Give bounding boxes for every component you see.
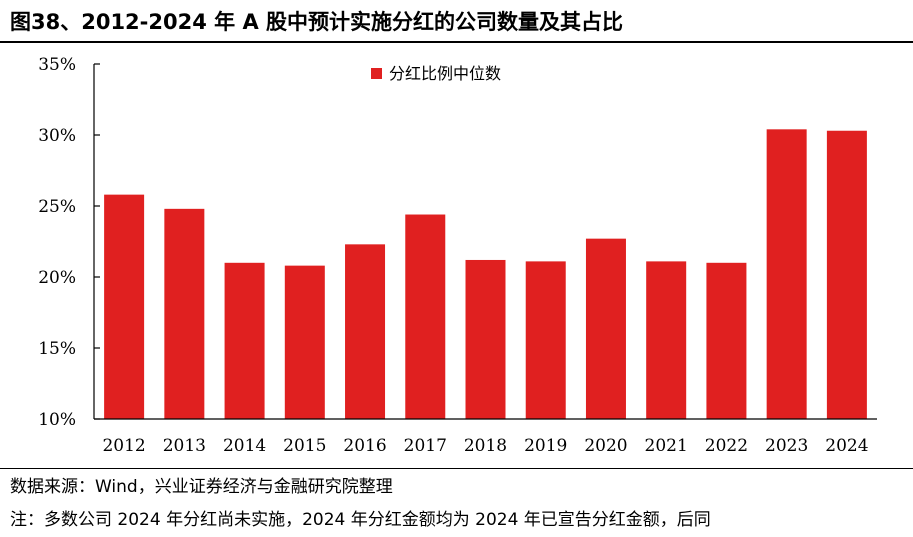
y-tick-label: 35% — [38, 55, 76, 75]
y-tick-label: 10% — [38, 410, 76, 430]
bar-2012 — [104, 194, 145, 419]
x-tick-label: 2023 — [765, 436, 808, 456]
x-tick-label: 2012 — [102, 436, 145, 456]
x-tick-label: 2016 — [343, 436, 386, 456]
x-tick-label: 2015 — [283, 436, 326, 456]
y-tick-label: 20% — [38, 268, 76, 288]
legend: 分红比例中位数 — [371, 64, 501, 83]
bars — [104, 129, 867, 419]
bar-2013 — [164, 208, 205, 419]
x-tick-label: 2022 — [705, 436, 748, 456]
legend-swatch — [371, 68, 382, 79]
title-rule — [0, 41, 913, 43]
y-tick-label: 15% — [38, 339, 76, 359]
bar-2020 — [585, 238, 626, 419]
x-tick-label: 2024 — [825, 436, 868, 456]
source-note: 数据来源：Wind，兴业证券经济与金融研究院整理 — [10, 477, 393, 497]
x-tick-label: 2020 — [584, 436, 627, 456]
bar-2019 — [525, 261, 566, 419]
x-tick-label: 2019 — [524, 436, 567, 456]
x-tick-label: 2018 — [464, 436, 507, 456]
y-axis: 10% 15% 20% 25% 30% 35% — [38, 55, 100, 430]
x-tick-label: 2014 — [223, 436, 266, 456]
bar-2024 — [826, 130, 867, 419]
bar-2018 — [465, 259, 506, 419]
x-tick-label: 2021 — [645, 436, 688, 456]
bar-2021 — [646, 261, 687, 419]
y-tick-label: 25% — [38, 197, 76, 217]
bar-2015 — [284, 265, 325, 419]
bar-2014 — [224, 262, 265, 419]
x-tick-label: 2017 — [404, 436, 447, 456]
footnote: 注：多数公司 2024 年分红尚未实施，2024 年分红金额均为 2024 年已… — [10, 510, 711, 530]
bar-chart: 10%15%20%25%30%35% 2012 2013 2014 2015 2016 2… — [38, 55, 877, 456]
legend-label: 分红比例中位数 — [389, 64, 501, 83]
chart-title: 图38、2012-2024 年 A 股中预计实施分红的公司数量及其占比 — [10, 10, 624, 34]
x-axis: 2012 2013 2014 2015 2016 2017 2018 2019 2020 2021… — [94, 418, 877, 456]
x-tick-label: 2013 — [163, 436, 206, 456]
bar-2017 — [405, 214, 446, 419]
y-tick-label: 30% — [38, 126, 76, 146]
bar-2023 — [766, 129, 807, 419]
bar-2016 — [345, 244, 386, 419]
footer-rule — [0, 468, 913, 469]
bar-2022 — [706, 262, 747, 419]
